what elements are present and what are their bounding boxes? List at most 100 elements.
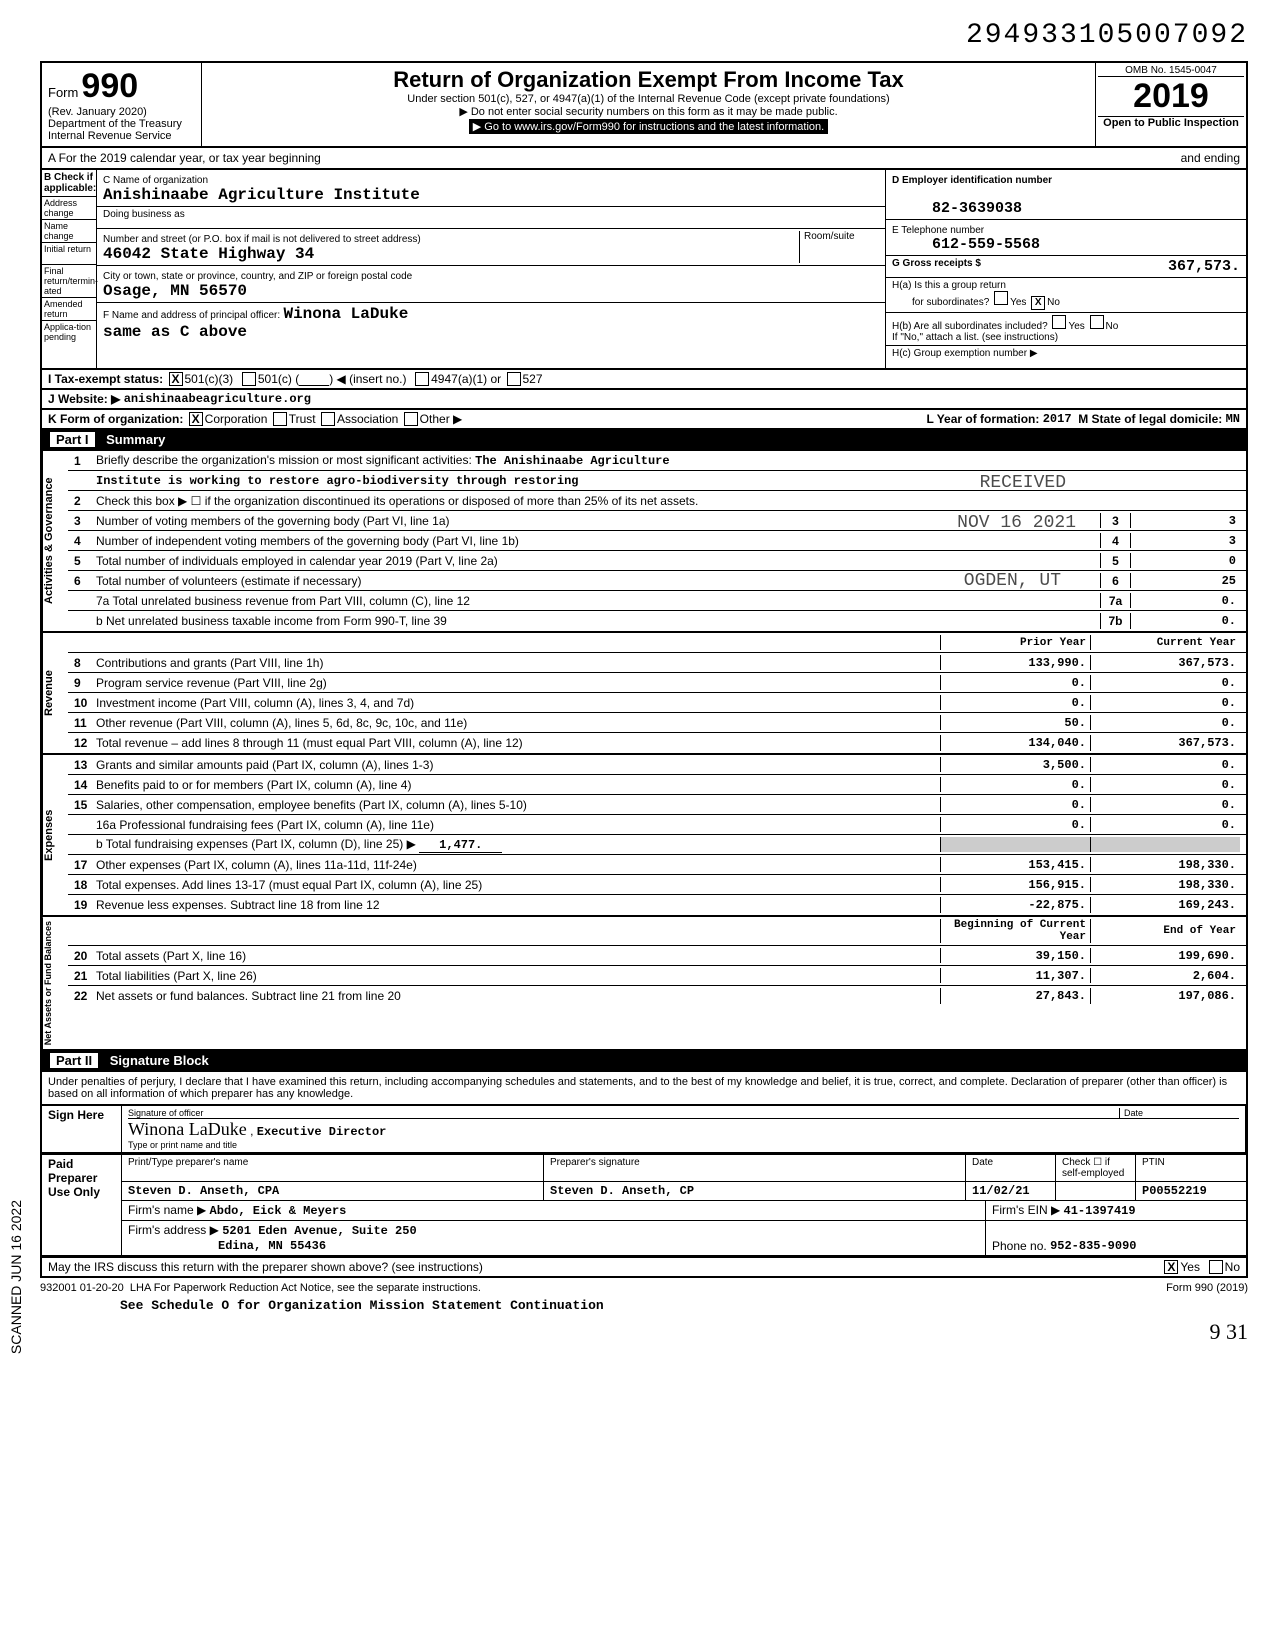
c22: 197,086. bbox=[1090, 988, 1240, 1004]
c8: 367,573. bbox=[1090, 655, 1240, 670]
irs-line: Internal Revenue Service bbox=[48, 130, 172, 142]
chk-initial[interactable]: Initial return bbox=[42, 243, 96, 265]
ha-no-box[interactable]: X bbox=[1031, 296, 1045, 310]
i-527-box[interactable] bbox=[507, 372, 521, 386]
sign-here-lbl: Sign Here bbox=[42, 1106, 122, 1152]
d-label: D Employer identification number bbox=[892, 175, 1052, 186]
prep-col2: Preparer's signature bbox=[544, 1155, 966, 1181]
l-label: L Year of formation: bbox=[926, 412, 1039, 426]
chk-application[interactable]: Applica-tion pending bbox=[42, 321, 96, 343]
p14: 0. bbox=[940, 777, 1090, 792]
scanned-side-text: SCANNED JUN 16 2022 bbox=[8, 1200, 24, 1354]
officer-addr: same as C above bbox=[103, 323, 247, 341]
rev-vlabel: Revenue bbox=[42, 633, 68, 753]
exp-section: Expenses 13Grants and similar amounts pa… bbox=[40, 755, 1248, 917]
room-label: Room/suite bbox=[799, 231, 879, 263]
exp-vlabel: Expenses bbox=[42, 755, 68, 915]
hb-no-box[interactable] bbox=[1090, 315, 1104, 329]
prep-sig: Steven D. Anseth, CP bbox=[544, 1182, 966, 1200]
r13: Grants and similar amounts paid (Part IX… bbox=[96, 758, 940, 772]
prep-lbl: Paid Preparer Use Only bbox=[42, 1155, 122, 1255]
p21: 11,307. bbox=[940, 968, 1090, 983]
p17: 153,415. bbox=[940, 857, 1090, 872]
prep-col3: Date bbox=[966, 1155, 1056, 1181]
firm-ein: 41-1397419 bbox=[1064, 1204, 1136, 1218]
ha-yes-box[interactable] bbox=[994, 291, 1008, 305]
p12: 134,040. bbox=[940, 735, 1090, 751]
prep-col4: Check ☐ if self-employed bbox=[1056, 1155, 1136, 1181]
ha-yes: Yes bbox=[1010, 297, 1026, 308]
tax-year: 2019 bbox=[1098, 77, 1244, 116]
chk-name[interactable]: Name change bbox=[42, 220, 96, 243]
part2-header: Part II Signature Block bbox=[40, 1051, 1248, 1072]
ein: 82-3639038 bbox=[932, 200, 1022, 217]
i-501c-box[interactable] bbox=[242, 372, 256, 386]
k-other-box[interactable] bbox=[404, 412, 418, 426]
r17: Other expenses (Part IX, column (A), lin… bbox=[96, 858, 940, 872]
i-4947: 4947(a)(1) or bbox=[431, 372, 501, 386]
v7a: 0. bbox=[1130, 593, 1240, 608]
r10: Investment income (Part VIII, column (A)… bbox=[96, 696, 940, 710]
ha-no: No bbox=[1047, 297, 1060, 308]
hand-page: 9 31 bbox=[40, 1319, 1248, 1345]
v4: 3 bbox=[1130, 533, 1240, 548]
l7a: 7a Total unrelated business revenue from… bbox=[96, 594, 1100, 608]
r16a: 16a Professional fundraising fees (Part … bbox=[96, 818, 940, 832]
may-no-box[interactable] bbox=[1209, 1260, 1223, 1274]
officer-name: Winona LaDuke bbox=[283, 305, 408, 323]
end-hdr: End of Year bbox=[1090, 919, 1240, 943]
r11: Other revenue (Part VIII, column (A), li… bbox=[96, 716, 940, 730]
i-501c3-box[interactable]: X bbox=[169, 372, 183, 386]
j-label: J Website: ▶ bbox=[48, 392, 120, 406]
form-sub3: ▶ Go to www.irs.gov/Form990 for instruct… bbox=[469, 119, 828, 134]
open-public: Open to Public Inspection bbox=[1098, 116, 1244, 129]
l3: Number of voting members of the governin… bbox=[96, 514, 1100, 528]
may-yes: Yes bbox=[1180, 1260, 1200, 1274]
k-corp-box[interactable]: X bbox=[189, 412, 203, 426]
i-4947-box[interactable] bbox=[415, 372, 429, 386]
f-label: F Name and address of principal officer: bbox=[103, 310, 280, 321]
p11: 50. bbox=[940, 715, 1090, 730]
perjury-text: Under penalties of perjury, I declare th… bbox=[40, 1072, 1248, 1106]
website: anishinaabeagriculture.org bbox=[124, 392, 311, 406]
sign-block: Sign Here Signature of officer Date Wino… bbox=[40, 1106, 1248, 1155]
l2: Check this box ▶ ☐ if the organization d… bbox=[96, 494, 1240, 508]
i-label: I Tax-exempt status: bbox=[48, 372, 163, 386]
k-trust-box[interactable] bbox=[273, 412, 287, 426]
net-vlabel: Net Assets or Fund Balances bbox=[42, 917, 68, 1049]
v7b: 0. bbox=[1130, 613, 1240, 629]
prep-col5: PTIN bbox=[1136, 1155, 1246, 1181]
r20: Total assets (Part X, line 16) bbox=[96, 949, 940, 963]
form-header: Form 990 (Rev. January 2020) Department … bbox=[40, 61, 1248, 148]
col-b: B Check if applicable: Address change Na… bbox=[42, 170, 97, 368]
rev-section: Revenue Prior YearCurrent Year 8Contribu… bbox=[40, 633, 1248, 755]
may-yes-box[interactable]: X bbox=[1164, 1260, 1178, 1274]
r21: Total liabilities (Part X, line 26) bbox=[96, 969, 940, 983]
firm-addr2: Edina, MN 55436 bbox=[218, 1239, 326, 1253]
chk-address[interactable]: Address change bbox=[42, 197, 96, 220]
stamp-received: RECEIVED bbox=[980, 473, 1066, 493]
c20: 199,690. bbox=[1090, 948, 1240, 963]
prep-date: 11/02/21 bbox=[966, 1182, 1056, 1200]
r18: Total expenses. Add lines 13-17 (must eq… bbox=[96, 878, 940, 892]
beg-hdr: Beginning of Current Year bbox=[940, 919, 1090, 943]
ha-label: H(a) Is this a group return bbox=[892, 280, 1006, 291]
i-insert: ) ◀ (insert no.) bbox=[329, 372, 406, 386]
city-label: City or town, state or province, country… bbox=[103, 271, 412, 282]
l1: Briefly describe the organization's miss… bbox=[96, 453, 472, 467]
gov-vlabel: Activities & Governance bbox=[42, 451, 68, 631]
hb-yes-box[interactable] bbox=[1052, 315, 1066, 329]
k-assoc-box[interactable] bbox=[321, 412, 335, 426]
firm-name: Abdo, Eick & Meyers bbox=[210, 1204, 347, 1218]
chk-final[interactable]: Final return/termin-ated bbox=[42, 265, 96, 298]
p16a: 0. bbox=[940, 817, 1090, 832]
hb-note: If "No," attach a list. (see instruction… bbox=[892, 332, 1058, 343]
p13: 3,500. bbox=[940, 757, 1090, 772]
k-corp: Corporation bbox=[205, 412, 268, 426]
chk-amended[interactable]: Amended return bbox=[42, 298, 96, 321]
form-title: Return of Organization Exempt From Incom… bbox=[206, 67, 1091, 93]
foot-form: Form 990 (2019) bbox=[1166, 1282, 1248, 1294]
firm-lbl: Firm's name ▶ bbox=[128, 1203, 206, 1217]
dept-line: Department of the Treasury bbox=[48, 118, 182, 130]
row-k: K Form of organization: X Corporation Tr… bbox=[40, 410, 1248, 430]
